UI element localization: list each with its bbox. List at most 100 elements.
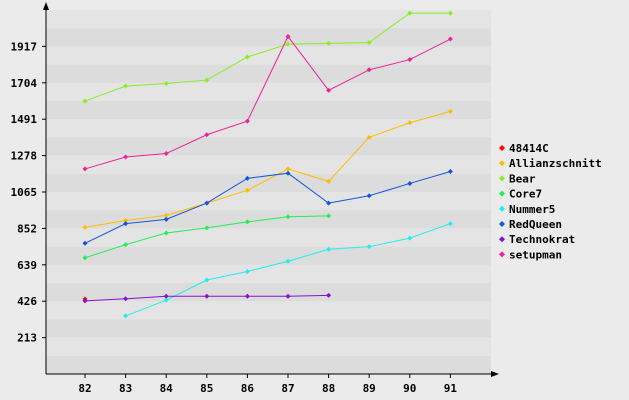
legend: 48414C Allianzschnitt Bear Core7 Nummer5 RedQ… xyxy=(499,142,602,261)
grid-band xyxy=(46,10,491,29)
legend-label: Technokrat xyxy=(509,233,575,246)
data-point xyxy=(163,151,169,157)
data-point xyxy=(285,41,291,47)
grid-band xyxy=(46,192,491,211)
legend-marker xyxy=(499,236,505,243)
x-axis-arrow xyxy=(491,371,499,377)
grid-band xyxy=(46,46,491,65)
series-core7 xyxy=(82,213,332,261)
y-tick-label: 1065 xyxy=(11,186,38,199)
data-point xyxy=(285,166,291,172)
data-point xyxy=(285,258,291,264)
data-point xyxy=(82,240,88,246)
data-point xyxy=(82,298,88,304)
y-tick-label: 213 xyxy=(17,332,37,345)
data-point xyxy=(366,244,372,250)
data-point xyxy=(366,39,372,45)
data-point xyxy=(326,178,332,184)
legend-marker xyxy=(499,175,505,182)
y-tick-label: 1917 xyxy=(11,40,38,53)
legend-label: RedQueen xyxy=(509,218,562,231)
grid-band xyxy=(46,119,491,138)
data-point xyxy=(204,225,210,231)
y-tick-label: 639 xyxy=(17,259,37,272)
x-tick-label: 87 xyxy=(281,382,294,395)
grid-band xyxy=(46,301,491,320)
y-tick-label: 426 xyxy=(17,295,37,308)
x-tick-label: 89 xyxy=(363,382,376,395)
grid-band xyxy=(46,101,491,120)
grid-band xyxy=(46,82,491,101)
x-tick-label: 82 xyxy=(78,382,91,395)
legend-marker xyxy=(499,205,505,212)
y-tick-label: 852 xyxy=(17,222,37,235)
y-tick-label: 1491 xyxy=(11,113,38,126)
grid-band xyxy=(46,0,491,10)
data-point xyxy=(447,108,453,114)
data-point xyxy=(123,296,129,302)
series-line xyxy=(84,12,451,102)
series-technokrat xyxy=(82,292,332,304)
grid-band xyxy=(46,337,491,356)
data-point xyxy=(204,77,210,83)
data-point xyxy=(285,214,291,220)
grid-band xyxy=(46,283,491,302)
data-point xyxy=(163,297,169,303)
legend-label: Core7 xyxy=(509,188,542,201)
data-point xyxy=(244,293,250,299)
data-point xyxy=(163,80,169,86)
data-point xyxy=(163,230,169,236)
data-point xyxy=(123,83,129,89)
data-point xyxy=(447,36,453,42)
data-point xyxy=(163,216,169,222)
legend-marker xyxy=(499,160,505,167)
legend-label: Allianzschnitt xyxy=(509,157,602,170)
data-point xyxy=(204,132,210,138)
series-bear xyxy=(82,10,453,104)
grid-band xyxy=(46,155,491,174)
y-axis-arrow xyxy=(43,2,49,10)
data-point xyxy=(326,87,332,93)
data-point xyxy=(123,218,129,224)
data-point xyxy=(244,268,250,274)
data-point xyxy=(366,193,372,199)
series-line xyxy=(84,110,451,228)
x-tick-label: 85 xyxy=(200,382,213,395)
data-point xyxy=(326,292,332,298)
data-point xyxy=(244,118,250,124)
data-point xyxy=(285,293,291,299)
data-point xyxy=(82,224,88,230)
series-setupman xyxy=(82,33,453,172)
x-tick-label: 91 xyxy=(444,382,458,395)
data-point xyxy=(244,54,250,60)
legend-label: 48414C xyxy=(509,142,549,155)
x-tick-label: 83 xyxy=(119,382,132,395)
data-point xyxy=(82,98,88,104)
x-tick-label: 86 xyxy=(241,382,255,395)
data-point xyxy=(366,134,372,140)
y-axis: 213 426 639 852 1065 1278 1491 1704 1917 xyxy=(11,40,46,345)
data-point xyxy=(244,219,250,225)
data-point xyxy=(204,200,210,206)
grid-band xyxy=(46,246,491,265)
data-point xyxy=(407,235,413,241)
grid-band xyxy=(46,137,491,156)
background-bands xyxy=(46,0,491,374)
data-point xyxy=(326,200,332,206)
series-nummer5 xyxy=(123,221,453,319)
data-point xyxy=(447,10,453,16)
data-point xyxy=(447,221,453,227)
data-point xyxy=(326,246,332,252)
legend-marker xyxy=(499,221,505,227)
data-point xyxy=(285,33,291,39)
data-point xyxy=(123,221,129,227)
data-point xyxy=(82,255,88,261)
grid-band xyxy=(46,228,491,247)
data-point xyxy=(407,10,413,16)
data-point xyxy=(447,168,453,174)
grid-band xyxy=(46,64,491,83)
y-tick-label: 1704 xyxy=(11,77,38,90)
data-point xyxy=(326,213,332,219)
